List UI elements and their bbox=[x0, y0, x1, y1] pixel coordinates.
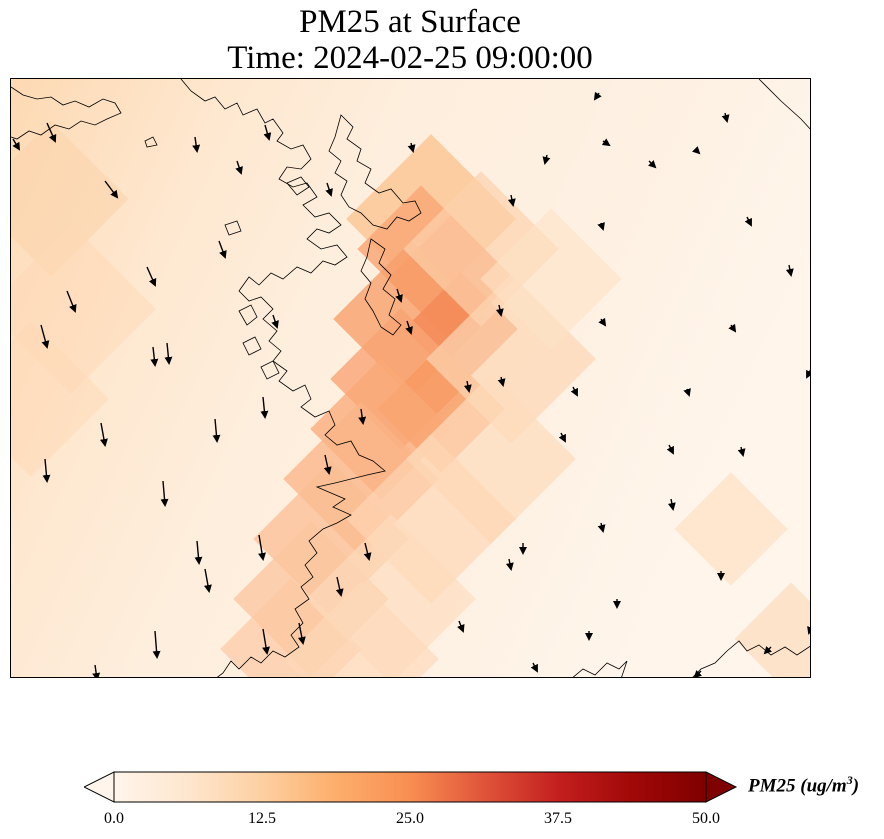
wind-arrow bbox=[212, 418, 221, 443]
wind-arrow bbox=[463, 380, 472, 393]
wind-arrow bbox=[42, 458, 51, 483]
wind-arrow bbox=[160, 480, 169, 507]
colorbar-tick: 0.0 bbox=[104, 810, 124, 827]
colorbar-tick: 25.0 bbox=[396, 810, 424, 827]
wind-arrow bbox=[558, 432, 566, 443]
coastline-south-east bbox=[572, 660, 628, 677]
wind-arrow bbox=[271, 314, 279, 329]
pm25-field-cell bbox=[11, 321, 109, 477]
colorbar-tick: 37.5 bbox=[544, 810, 572, 827]
colorbar-tick: 12.5 bbox=[248, 810, 276, 827]
wind-arrow bbox=[598, 317, 607, 327]
colorbar-extend-max bbox=[705, 771, 738, 803]
concentration-map bbox=[11, 79, 810, 677]
wind-arrow bbox=[405, 320, 413, 335]
wind-arrow bbox=[99, 422, 108, 447]
coastline-west bbox=[11, 86, 122, 140]
wind-arrow bbox=[721, 112, 730, 123]
wind-arrow bbox=[542, 154, 551, 165]
coastline-corner-ne bbox=[758, 79, 810, 130]
wind-arrow bbox=[203, 568, 212, 593]
wind-arrow bbox=[597, 522, 606, 533]
wind-arrow bbox=[570, 386, 578, 397]
wind-arrow bbox=[323, 454, 332, 475]
coastline-island-1 bbox=[286, 176, 310, 196]
wind-arrow bbox=[737, 446, 746, 457]
pm25-field-cell bbox=[11, 121, 129, 277]
wind-arrow bbox=[593, 91, 602, 101]
wind-arrow bbox=[152, 630, 161, 659]
wind-arrow bbox=[260, 396, 269, 419]
wind-arrow bbox=[407, 142, 416, 153]
wind-arrow bbox=[807, 626, 810, 635]
wind-arrow bbox=[395, 288, 403, 303]
pm25-field-cell bbox=[283, 581, 439, 677]
colorbar bbox=[82, 770, 744, 809]
wind-arrow bbox=[763, 645, 773, 655]
wind-arrow bbox=[164, 342, 173, 365]
coastline-layer bbox=[11, 79, 810, 677]
coastline-island-3 bbox=[144, 136, 158, 148]
wind-arrow bbox=[194, 540, 203, 565]
wind-arrow bbox=[46, 122, 57, 143]
wind-arrow bbox=[262, 628, 270, 655]
wind-arrow bbox=[667, 498, 676, 511]
map-title-line1: PM25 at Surface bbox=[299, 4, 521, 40]
wind-arrow bbox=[12, 138, 21, 151]
wind-vector-layer bbox=[12, 91, 810, 677]
wind-arrow bbox=[785, 264, 794, 277]
coastline-southeast-land bbox=[692, 640, 810, 677]
wind-arrow bbox=[258, 534, 266, 561]
wind-arrow bbox=[495, 304, 504, 317]
wind-arrow bbox=[363, 542, 372, 561]
coastline-island-2 bbox=[224, 220, 242, 236]
coastline-inlet-1 bbox=[328, 114, 422, 230]
wind-arrow bbox=[146, 266, 157, 287]
wind-arrow bbox=[728, 323, 737, 333]
wind-arrow bbox=[235, 160, 243, 175]
wind-arrow bbox=[806, 369, 810, 379]
wind-arrow bbox=[497, 376, 506, 387]
wind-arrow bbox=[744, 216, 752, 227]
wind-arrow bbox=[40, 324, 50, 349]
wind-arrow bbox=[693, 669, 703, 677]
colorbar-gradient bbox=[113, 771, 707, 803]
colorbar-label: PM25 (ug/m3) bbox=[748, 773, 860, 797]
wind-arrow bbox=[647, 159, 657, 169]
wind-arrow bbox=[150, 346, 159, 367]
wind-arrow bbox=[297, 622, 306, 645]
coastline-bay-east bbox=[360, 238, 402, 336]
wind-arrow bbox=[683, 388, 691, 397]
wind-arrow bbox=[325, 182, 333, 197]
wind-arrow bbox=[104, 180, 119, 199]
wind-arrow bbox=[335, 576, 344, 597]
pm25-field-layer bbox=[11, 121, 810, 677]
wind-arrow bbox=[507, 194, 516, 207]
wind-arrow bbox=[218, 240, 227, 259]
wind-arrow bbox=[457, 620, 465, 633]
wind-arrow bbox=[66, 290, 77, 313]
wind-arrow bbox=[192, 136, 201, 153]
map-panel bbox=[10, 78, 811, 678]
wind-arrow bbox=[601, 138, 611, 147]
wind-arrow bbox=[505, 558, 514, 571]
wind-arrow bbox=[358, 408, 367, 425]
wind-arrow bbox=[92, 664, 101, 677]
wind-arrow bbox=[691, 145, 701, 155]
wind-arrow bbox=[530, 662, 538, 673]
wind-arrow bbox=[666, 444, 674, 455]
wind-arrow bbox=[597, 222, 605, 231]
map-title-line2: Time: 2024-02-25 09:00:00 bbox=[227, 40, 593, 76]
coastline-islets-west bbox=[238, 304, 280, 380]
colorbar-tick: 50.0 bbox=[692, 810, 720, 827]
wind-arrow bbox=[263, 124, 272, 141]
coastline-peninsula-north bbox=[180, 79, 386, 677]
colorbar-extend-min bbox=[82, 771, 115, 803]
